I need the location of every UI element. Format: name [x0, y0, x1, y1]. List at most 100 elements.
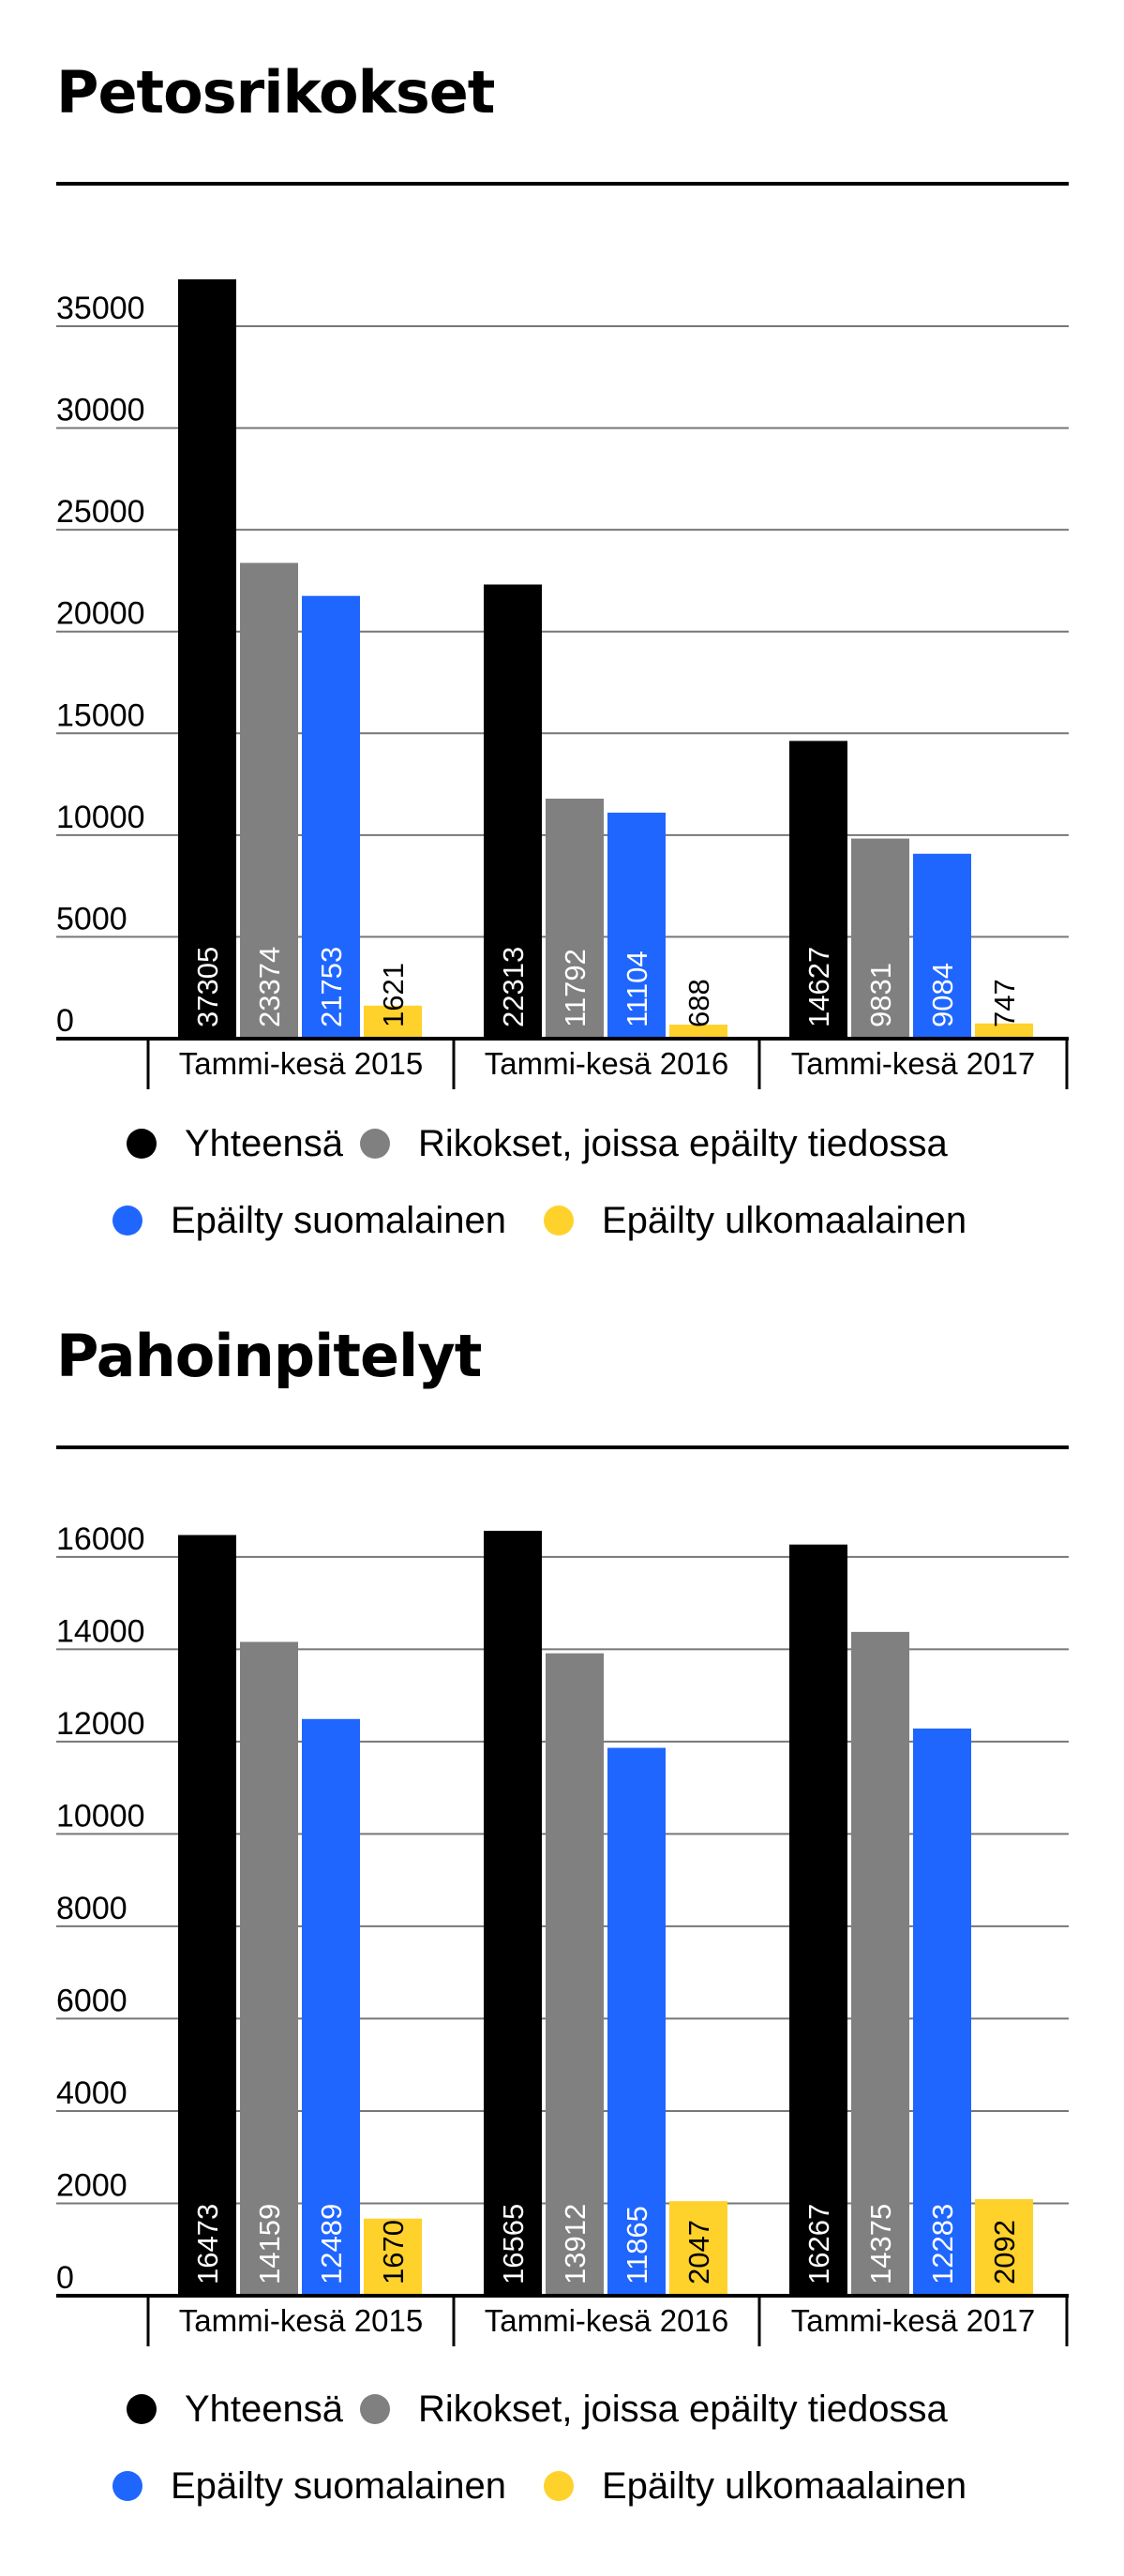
y-tick-label: 30000	[56, 393, 145, 428]
legend-label: Epäilty ulkomaalainen	[602, 2464, 967, 2507]
bar-value-label: 2047	[682, 2220, 715, 2284]
bar	[484, 584, 542, 1039]
bar	[975, 1023, 1033, 1039]
y-tick-label: 2000	[56, 2167, 127, 2203]
bar	[851, 1631, 909, 2296]
bar-value-label: 2092	[988, 2220, 1021, 2284]
series-total: 16473 16565 16267	[178, 1531, 847, 2296]
x-category-label: Tammi-kesä 2015	[179, 1046, 423, 1081]
legend-label: Epäilty suomalainen	[171, 2464, 506, 2507]
bar	[364, 1005, 422, 1039]
bar	[546, 798, 604, 1039]
legend-label: Epäilty suomalainen	[171, 1199, 506, 1241]
legend-item-finnish: Epäilty suomalainen	[112, 2463, 506, 2509]
legend-swatch	[360, 2394, 390, 2424]
y-tick-label: 5000	[56, 901, 127, 936]
legend-label: Yhteensä	[185, 2388, 344, 2430]
bar-value-label: 12283	[926, 2204, 959, 2284]
bar-value-label: 23374	[253, 947, 286, 1027]
x-category-label: Tammi-kesä 2016	[485, 1046, 728, 1081]
legend-label: Yhteensä	[185, 1122, 344, 1164]
legend-swatch	[112, 2471, 142, 2501]
x-axis: Tammi-kesä 2015 Tammi-kesä 2016 Tammi-kesä…	[56, 2294, 1069, 2346]
y-tick-label: 10000	[56, 1798, 145, 1834]
legend-label: Epäilty ulkomaalainen	[602, 1199, 967, 1241]
series-total: 37305 22313 14627	[178, 279, 847, 1039]
title-divider	[56, 182, 1069, 186]
y-tick-label: 6000	[56, 1983, 127, 2018]
series-suspect-known: 23374 11792 9831	[240, 562, 909, 1039]
bar-value-label: 11104	[621, 951, 653, 1027]
y-tick-label: 12000	[56, 1706, 145, 1742]
series-finnish: 21753 11104 9084	[302, 595, 971, 1039]
legend-item-total: Yhteensä	[127, 2386, 343, 2433]
legend-swatch	[360, 1129, 390, 1159]
y-tick-label: 0	[56, 2260, 74, 2296]
bar-value-label: 16473	[191, 2204, 224, 2284]
y-tick-label: 0	[56, 1003, 74, 1039]
bar	[484, 1531, 542, 2296]
bar	[546, 1653, 604, 2296]
legend-label: Rikokset, joissa epäilty tiedossa	[418, 2388, 948, 2430]
bar-value-label: 12489	[315, 2204, 348, 2284]
title-divider	[56, 1445, 1069, 1449]
y-tick-label: 10000	[56, 800, 145, 835]
bar	[302, 595, 360, 1039]
bar-value-label: 747	[988, 979, 1021, 1027]
y-tick-label: 20000	[56, 596, 145, 632]
bar-value-label: 21753	[315, 947, 348, 1027]
x-category-label: Tammi-kesä 2015	[179, 2303, 423, 2338]
bar-value-label: 1621	[377, 963, 410, 1027]
series-suspect-known: 14159 13912 14375	[240, 1631, 909, 2296]
legend-item-foreign: Epäilty ulkomaalainen	[544, 2463, 967, 2509]
bar-value-label: 9831	[864, 963, 897, 1027]
bar-value-label: 37305	[191, 947, 224, 1027]
bar	[364, 2218, 422, 2296]
legend-item-finnish: Epäilty suomalainen	[112, 1197, 506, 1244]
bar-chart: 0 2000 4000 6000 8000 10000 12000 14000 16000 164…	[56, 1521, 1069, 2346]
bar-chart: 0 5000 10000 15000 20000 25000 30000 35000 37305…	[56, 279, 1069, 1089]
legend-swatch	[127, 1129, 157, 1159]
bar-value-label: 14627	[802, 947, 835, 1027]
bar-value-label: 1670	[377, 2220, 410, 2284]
legend-swatch	[127, 2394, 157, 2424]
bar	[607, 1747, 666, 2296]
y-tick-label: 14000	[56, 1613, 145, 1649]
legend-item-foreign: Epäilty ulkomaalainen	[544, 1197, 967, 1244]
bar-value-label: 16267	[802, 2204, 835, 2284]
bar-value-label: 688	[682, 979, 715, 1027]
bar	[607, 812, 666, 1039]
bar	[913, 853, 971, 1039]
x-axis: Tammi-kesä 2015 Tammi-kesä 2016 Tammi-kesä…	[56, 1037, 1069, 1089]
bar-value-label: 16565	[497, 2204, 530, 2284]
legend-label: Rikokset, joissa epäilty tiedossa	[418, 1122, 948, 1164]
y-tick-label: 25000	[56, 494, 145, 530]
bar-value-label: 14159	[253, 2204, 286, 2284]
chart-title: Petosrikokset	[56, 58, 495, 127]
bar-value-label: 22313	[497, 947, 530, 1027]
bar	[669, 2201, 727, 2296]
bar	[178, 1535, 236, 2296]
legend-swatch	[112, 1206, 142, 1236]
bar	[240, 1641, 298, 2296]
x-category-label: Tammi-kesä 2017	[791, 1046, 1035, 1081]
y-tick-label: 35000	[56, 291, 145, 326]
series-foreign: 1621 688 747	[364, 963, 1033, 1039]
bar-value-label: 13912	[559, 2204, 592, 2284]
legend-item-total: Yhteensä	[127, 1120, 343, 1167]
bar	[789, 741, 847, 1039]
bar-value-label: 14375	[864, 2204, 897, 2284]
bar	[851, 838, 909, 1039]
x-category-label: Tammi-kesä 2017	[791, 2303, 1035, 2338]
y-tick-label: 8000	[56, 1891, 127, 1926]
x-category-label: Tammi-kesä 2016	[485, 2303, 728, 2338]
bar	[178, 279, 236, 1039]
y-tick-label: 16000	[56, 1521, 145, 1557]
bar	[669, 1025, 727, 1039]
series-finnish: 12489 11865 12283	[302, 1718, 971, 2296]
series-foreign: 1670 2047 2092	[364, 2198, 1033, 2296]
y-tick-label: 4000	[56, 2075, 127, 2111]
bar-value-label: 11792	[559, 949, 592, 1027]
legend-item-suspect-known: Rikokset, joissa epäilty tiedossa	[360, 2386, 948, 2433]
